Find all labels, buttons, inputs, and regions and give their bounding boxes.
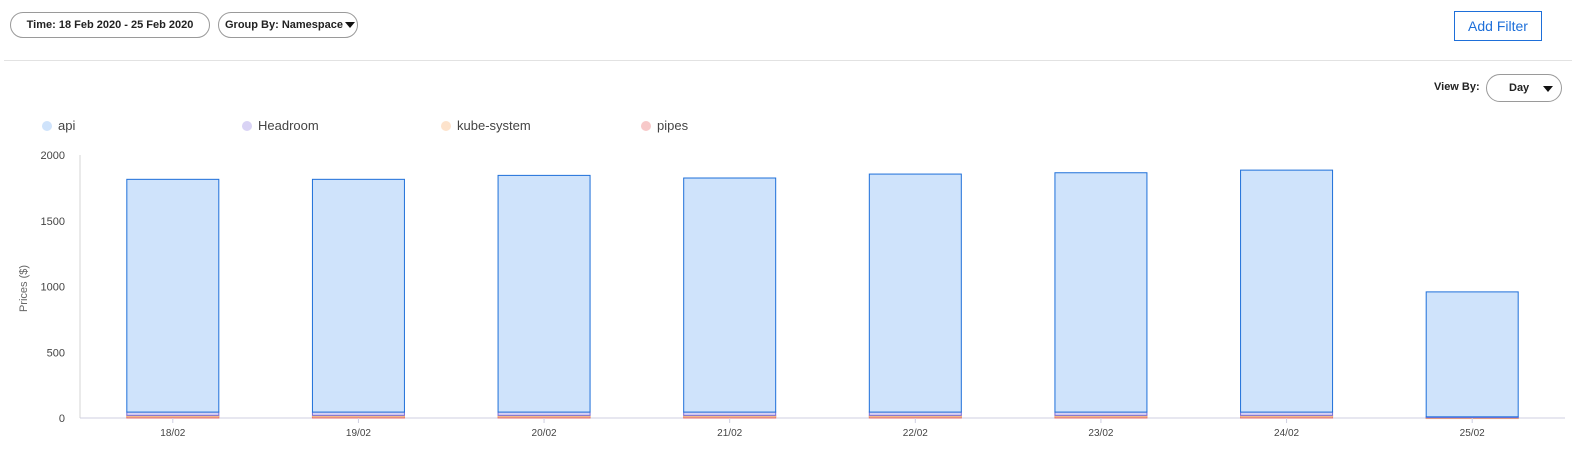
legend-label: kube-system [457, 118, 531, 133]
caret-down-icon [344, 22, 355, 28]
bar-api-21-02[interactable] [683, 177, 777, 413]
y-tick-label: 0 [59, 413, 65, 425]
group-by-label: Group By: Namespace [225, 19, 343, 31]
legend-label: pipes [657, 118, 689, 133]
legend-item-api[interactable]: api [42, 118, 75, 133]
bar-api-18-02[interactable] [126, 178, 220, 413]
y-tick-label: 2000 [41, 150, 65, 162]
x-tick-label: 20/02 [532, 428, 557, 439]
y-tick-label: 500 [47, 347, 65, 359]
bar-api-19-02[interactable] [311, 178, 405, 413]
bar-api-24-02[interactable] [1240, 169, 1334, 413]
time-range-button[interactable]: Time: 18 Feb 2020 - 25 Feb 2020 [10, 12, 210, 38]
x-tick-label: 21/02 [717, 428, 742, 439]
x-tick-label: 25/02 [1460, 428, 1485, 439]
view-by-select[interactable]: Day [1486, 74, 1562, 102]
legend-item-pipes[interactable]: pipes [641, 118, 688, 133]
view-by-value: Day [1509, 82, 1530, 94]
time-range-label: Time: 18 Feb 2020 - 25 Feb 2020 [26, 19, 194, 31]
legend-item-kube-system[interactable]: kube-system [441, 118, 531, 133]
add-filter-label: Add Filter [1468, 18, 1528, 34]
x-tick-label: 19/02 [346, 428, 371, 439]
legend-dot-icon [42, 120, 52, 131]
legend-item-headroom[interactable]: Headroom [242, 118, 319, 133]
y-tick-label: 1000 [41, 282, 65, 294]
bar-api-25-02[interactable] [1425, 291, 1519, 418]
toolbar-divider [4, 60, 1572, 61]
caret-down-icon [1543, 86, 1553, 92]
legend-label: api [58, 118, 76, 133]
x-tick-label: 24/02 [1274, 428, 1299, 439]
y-tick-label: 1500 [41, 216, 65, 228]
y-axis-title: Prices ($) [18, 265, 30, 312]
x-tick-label: 22/02 [903, 428, 928, 439]
bar-api-20-02[interactable] [497, 174, 591, 413]
bar-api-23-02[interactable] [1054, 172, 1148, 413]
add-filter-button[interactable]: Add Filter [1454, 11, 1542, 41]
legend-label: Headroom [258, 118, 319, 133]
group-by-dropdown[interactable]: Group By: Namespace [218, 12, 358, 38]
x-tick-label: 23/02 [1088, 428, 1113, 439]
bar-api-22-02[interactable] [868, 173, 962, 413]
x-tick-label: 18/02 [160, 428, 185, 439]
legend-dot-icon [242, 120, 252, 131]
legend-dot-icon [641, 120, 651, 131]
view-by-label: View By: [1434, 81, 1480, 93]
legend-dot-icon [441, 120, 451, 131]
